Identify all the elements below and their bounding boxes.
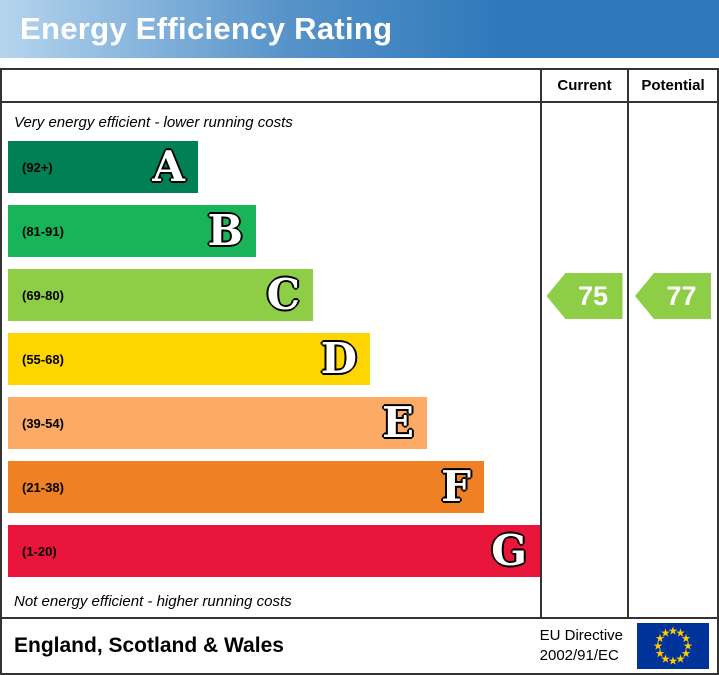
header-spacer — [2, 70, 540, 103]
top-note: Very energy efficient - lower running co… — [14, 113, 293, 131]
eu-directive-label: EU Directive 2002/91/EC — [540, 626, 623, 667]
chart-footer: England, Scotland & Wales EU Directive 2… — [2, 617, 717, 673]
eu-directive-line1: EU Directive — [539, 626, 623, 644]
band-f-letter: F — [441, 462, 471, 511]
band-e-range: (39-54) — [22, 415, 64, 431]
current-rating-value: 75 — [577, 280, 609, 311]
band-g-letter: G — [491, 526, 527, 575]
eu-flag-icon — [637, 623, 709, 669]
epc-chart: Current Potential Very energy efficient … — [2, 70, 717, 617]
band-d-range: (55-68) — [22, 351, 64, 367]
region-label: England, Scotland & Wales — [14, 634, 284, 657]
band-row-e: (39-54) E — [8, 397, 427, 449]
current-rating-pointer: 75 — [546, 273, 623, 319]
band-e-letter: E — [381, 398, 414, 447]
band-a-letter: A — [152, 142, 185, 191]
band-g-range: (1-20) — [22, 543, 57, 559]
current-column-header: Current — [540, 70, 627, 103]
potential-column: 77 — [627, 103, 717, 617]
band-f-range: (21-38) — [22, 479, 64, 495]
band-row-g: (1-20) G — [8, 525, 540, 577]
bands-column: Very energy efficient - lower running co… — [2, 103, 540, 617]
eu-directive-line2: 2002/91/EC — [539, 647, 619, 664]
epc-chart-frame: Current Potential Very energy efficient … — [0, 68, 719, 675]
band-c-letter: C — [266, 270, 300, 319]
bottom-note: Not energy efficient - higher running co… — [14, 592, 292, 610]
band-row-f: (21-38) F — [8, 461, 484, 513]
band-a-range: (92+) — [22, 159, 53, 175]
title-banner: Energy Efficiency Rating — [0, 0, 719, 58]
band-row-b: (81-91) B — [8, 205, 256, 257]
band-row-a: (92+) A — [8, 141, 198, 193]
band-row-d: (55-68) D — [8, 333, 370, 385]
band-b-letter: B — [207, 206, 244, 255]
potential-column-header: Potential — [627, 70, 717, 103]
page-title: Energy Efficiency Rating — [20, 11, 393, 46]
potential-rating-value: 77 — [666, 280, 697, 311]
band-d-letter: D — [320, 334, 357, 383]
band-c-range: (69-80) — [22, 287, 64, 303]
band-row-c: (69-80) C — [8, 269, 313, 321]
current-column: 75 — [540, 103, 627, 617]
band-b-range: (81-91) — [22, 223, 64, 239]
potential-rating-pointer: 77 — [635, 273, 711, 319]
